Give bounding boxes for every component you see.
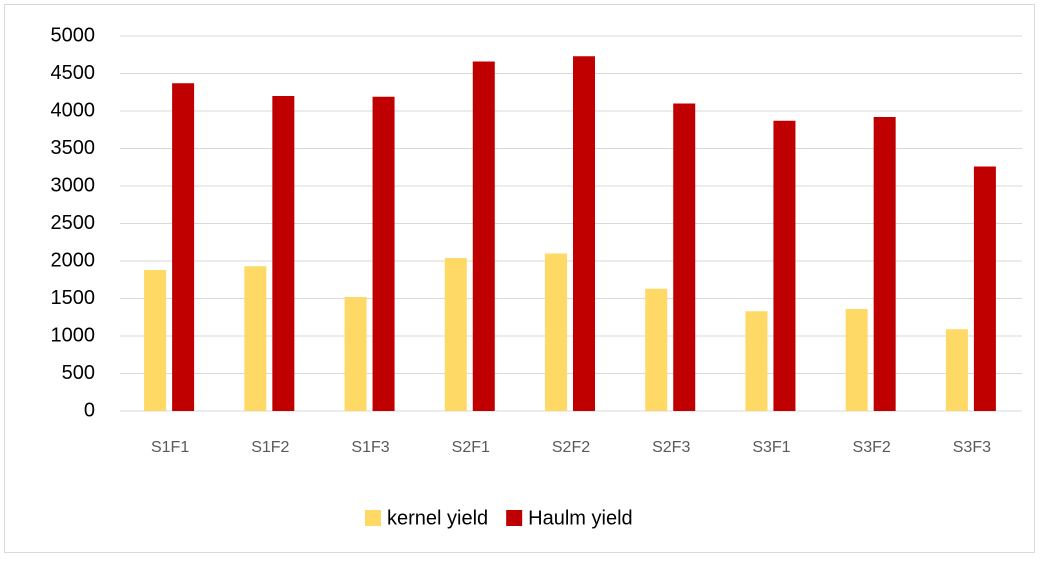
x-tick-label: S2F2 [552, 439, 590, 456]
bar [773, 120, 796, 411]
legend-swatch [506, 510, 523, 526]
bar [745, 311, 768, 411]
bar [845, 309, 868, 411]
bar [372, 96, 395, 411]
y-tick-label: 5000 [51, 24, 96, 46]
y-tick-label: 2000 [51, 249, 96, 271]
y-tick-label: 500 [62, 362, 95, 384]
bar [945, 329, 968, 411]
bar [545, 253, 567, 411]
bar [272, 96, 295, 411]
bar [144, 270, 167, 411]
y-tick-label: 4500 [51, 62, 96, 84]
bar [444, 258, 467, 411]
legend-swatch [365, 510, 381, 526]
x-tick-label: S1F2 [251, 439, 289, 456]
legend-label: Haulm yield [528, 507, 632, 529]
x-tick-label: S3F2 [853, 439, 891, 456]
bar [873, 117, 896, 411]
y-tick-label: 2500 [51, 212, 96, 234]
bar [673, 103, 696, 411]
y-tick-label: 4000 [51, 99, 96, 121]
x-tick-label: S3F3 [953, 439, 991, 456]
x-tick-label: S2F3 [652, 439, 690, 456]
bar [244, 266, 267, 411]
y-tick-label: 0 [84, 399, 95, 421]
y-tick-label: 1000 [51, 324, 96, 346]
bar [172, 83, 195, 411]
bar [344, 297, 367, 411]
y-tick-label: 1500 [51, 287, 96, 309]
x-tick-label: S3F1 [752, 439, 790, 456]
x-tick-label: S1F1 [151, 439, 189, 456]
bar [573, 56, 595, 411]
y-tick-label: 3500 [51, 137, 96, 159]
legend-label: kernel yield [387, 507, 488, 529]
x-tick-label: S1F3 [351, 439, 389, 456]
x-tick-label: S2F1 [452, 439, 490, 456]
bar [973, 166, 996, 411]
bar [645, 288, 668, 411]
bar [472, 61, 495, 411]
y-tick-label: 3000 [51, 174, 96, 196]
